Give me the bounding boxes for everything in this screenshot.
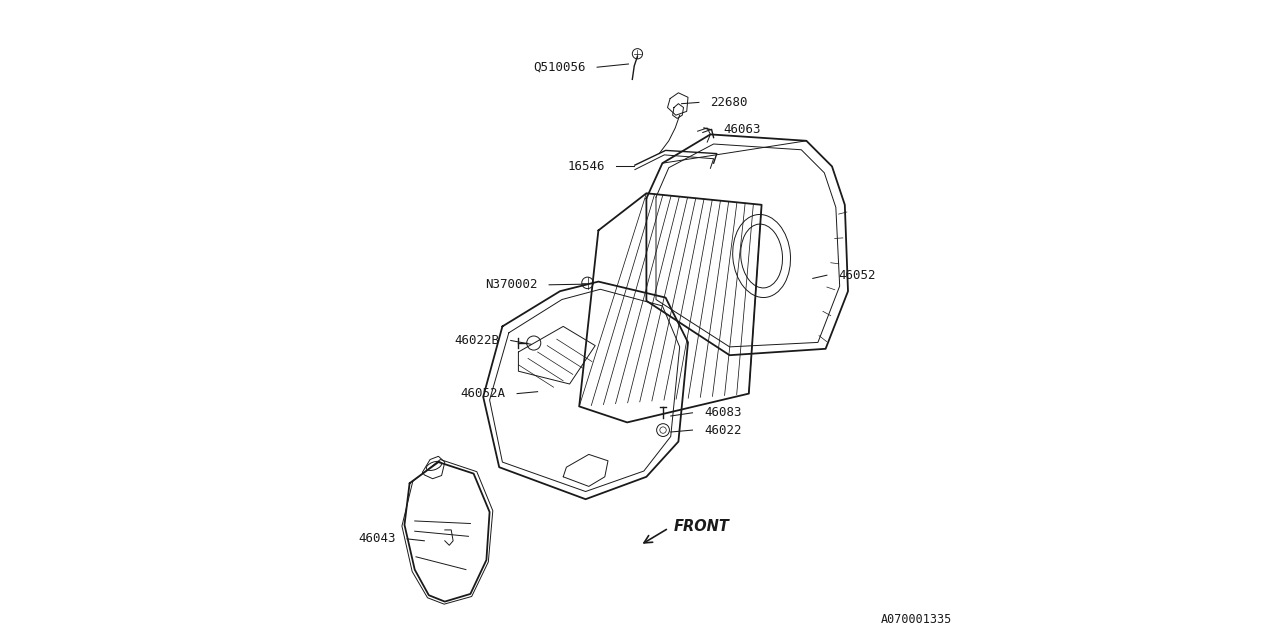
- Text: 46083: 46083: [704, 406, 741, 419]
- Text: 22680: 22680: [710, 96, 748, 109]
- Text: A070001335: A070001335: [881, 613, 952, 626]
- Text: 46022: 46022: [704, 424, 741, 436]
- Text: 46022B: 46022B: [454, 334, 499, 347]
- Text: 46043: 46043: [358, 532, 396, 545]
- Text: Q510056: Q510056: [532, 61, 585, 74]
- Text: 46052: 46052: [838, 269, 876, 282]
- Text: 46063: 46063: [723, 123, 760, 136]
- Text: 16546: 16546: [567, 160, 604, 173]
- Text: N370002: N370002: [485, 278, 538, 291]
- Text: FRONT: FRONT: [673, 518, 730, 534]
- Text: 46052A: 46052A: [461, 387, 506, 400]
